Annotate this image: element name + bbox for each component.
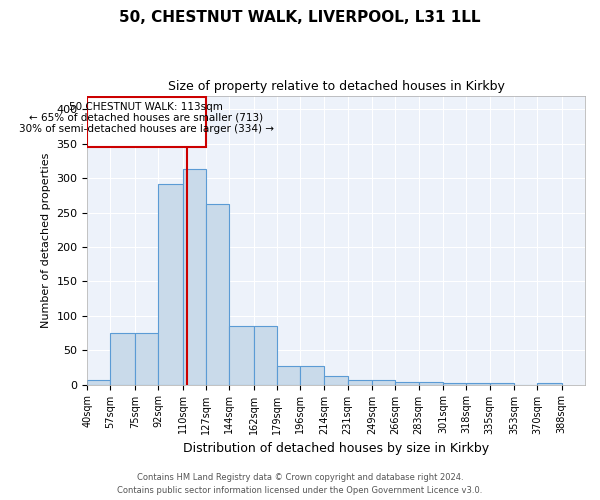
- Bar: [372, 380, 395, 384]
- Bar: [158, 184, 182, 384]
- FancyBboxPatch shape: [87, 97, 206, 147]
- Bar: [490, 383, 514, 384]
- Text: 30% of semi-detached houses are larger (334) →: 30% of semi-detached houses are larger (…: [19, 124, 274, 134]
- Bar: [135, 333, 158, 384]
- Text: 50 CHESTNUT WALK: 113sqm: 50 CHESTNUT WALK: 113sqm: [70, 102, 223, 112]
- Title: Size of property relative to detached houses in Kirkby: Size of property relative to detached ho…: [167, 80, 505, 93]
- Y-axis label: Number of detached properties: Number of detached properties: [41, 152, 50, 328]
- Bar: [419, 382, 443, 384]
- Bar: [325, 376, 347, 384]
- Bar: [229, 326, 254, 384]
- Text: Contains HM Land Registry data © Crown copyright and database right 2024.
Contai: Contains HM Land Registry data © Crown c…: [118, 474, 482, 495]
- Bar: [87, 380, 110, 384]
- Text: ← 65% of detached houses are smaller (713): ← 65% of detached houses are smaller (71…: [29, 112, 263, 122]
- Bar: [254, 326, 277, 384]
- Bar: [110, 333, 135, 384]
- Bar: [443, 382, 466, 384]
- Bar: [537, 383, 562, 384]
- Text: 50, CHESTNUT WALK, LIVERPOOL, L31 1LL: 50, CHESTNUT WALK, LIVERPOOL, L31 1LL: [119, 10, 481, 25]
- Bar: [466, 382, 490, 384]
- Bar: [395, 382, 419, 384]
- Bar: [347, 380, 372, 384]
- Bar: [182, 169, 206, 384]
- Bar: [277, 366, 300, 384]
- Bar: [206, 204, 229, 384]
- Bar: [300, 366, 325, 384]
- X-axis label: Distribution of detached houses by size in Kirkby: Distribution of detached houses by size …: [183, 442, 489, 455]
